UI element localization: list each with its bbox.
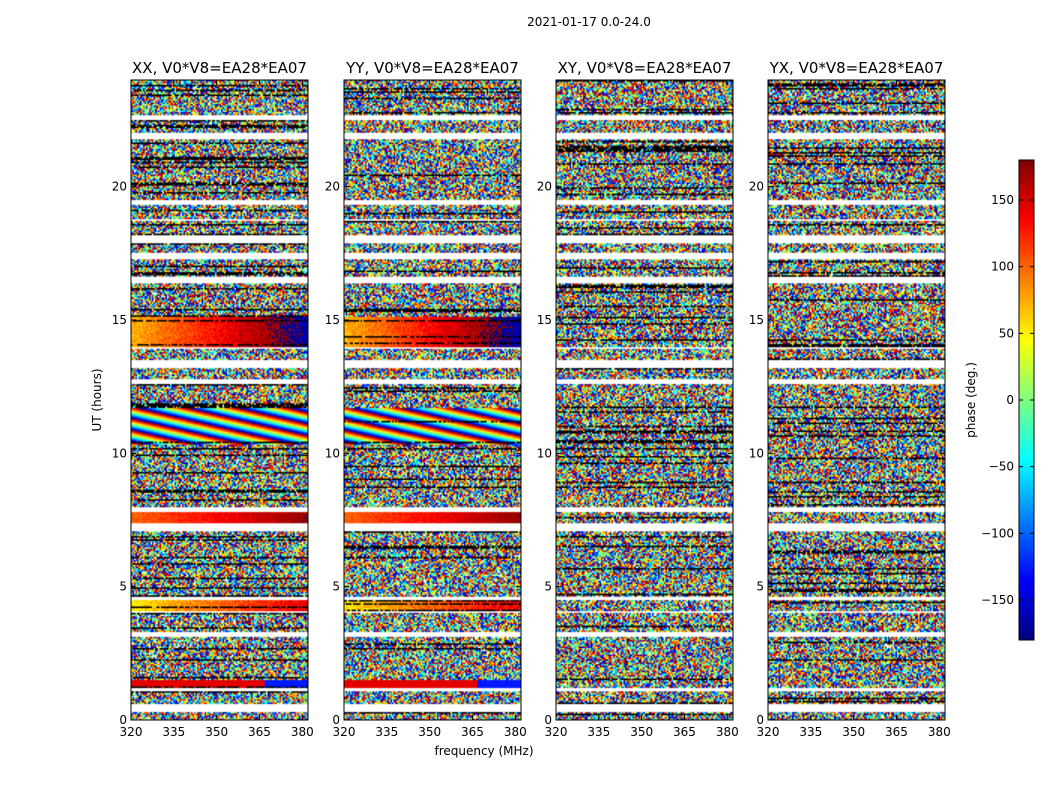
y-tick-label: 20	[749, 180, 764, 194]
x-axis-label: frequency (MHz)	[434, 744, 533, 758]
x-tick-label: 335	[799, 725, 822, 739]
heatmap-xx	[131, 80, 308, 720]
y-tick-label: 10	[537, 446, 552, 460]
y-tick-label: 15	[112, 313, 127, 327]
y-tick-label: 0	[544, 713, 552, 727]
panel-frame	[343, 79, 522, 721]
colorbar-tick-label: 0	[1006, 393, 1014, 407]
x-tick-label: 365	[885, 725, 908, 739]
figure-suptitle: 2021-01-17 0.0-24.0	[527, 15, 651, 29]
y-tick-label: 15	[749, 313, 764, 327]
y-tick-label: 20	[112, 180, 127, 194]
x-tick-label: 350	[205, 725, 228, 739]
panel-yy: YY, V0*V8=EA28*EA07 320 335 350 365 380 0 5 10 15…	[325, 59, 527, 739]
x-tick-label: 320	[757, 725, 780, 739]
colorbar-tick-label: 150	[991, 193, 1014, 207]
y-tick-label: 5	[544, 580, 552, 594]
y-tick-label: 0	[332, 713, 340, 727]
panel-xx: XX, V0*V8=EA28*EA07 320 335 350 365 380 0 5 10 15…	[112, 59, 314, 739]
y-tick-label: 0	[119, 713, 127, 727]
panel-frame	[130, 79, 309, 721]
heatmap-xy	[556, 80, 733, 720]
x-tick-label: 380	[504, 725, 527, 739]
panel-title: YX, V0*V8=EA28*EA07	[769, 59, 944, 77]
colorbar-label: phase (deg.)	[964, 362, 978, 438]
panel-title: YY, V0*V8=EA28*EA07	[345, 59, 519, 77]
y-axis-label: UT (hours)	[90, 368, 104, 431]
y-tick-label: 10	[749, 446, 764, 460]
panel-group: XX, V0*V8=EA28*EA07 320 335 350 365 380 0 5 10 15…	[112, 59, 951, 739]
colorbar-ticks: −150 −100 −50 0 50 100 150	[981, 193, 1034, 607]
x-tick-label: 365	[248, 725, 271, 739]
y-tick-label: 20	[325, 180, 340, 194]
colorbar-tick-label: −100	[981, 526, 1014, 540]
x-tick-label: 320	[333, 725, 356, 739]
panel-yx: YX, V0*V8=EA28*EA07 320 335 350 365 380 0 5 10 15…	[749, 59, 951, 739]
panel-frame	[555, 79, 734, 721]
heatmap-yx	[768, 80, 945, 720]
panel-title: XX, V0*V8=EA28*EA07	[132, 59, 307, 77]
y-tick-label: 5	[756, 580, 764, 594]
x-tick-label: 335	[587, 725, 610, 739]
x-tick-label: 380	[928, 725, 951, 739]
y-tick-label: 5	[332, 580, 340, 594]
x-tick-label: 365	[461, 725, 484, 739]
x-tick-label: 335	[162, 725, 185, 739]
y-tick-label: 5	[119, 580, 127, 594]
y-tick-label: 15	[537, 313, 552, 327]
x-tick-label: 350	[630, 725, 653, 739]
y-tick-label: 10	[325, 446, 340, 460]
y-tick-label: 15	[325, 313, 340, 327]
colorbar-tick-label: 100	[991, 260, 1014, 274]
panel-title: XY, V0*V8=EA28*EA07	[558, 59, 732, 77]
heatmap-yy	[344, 80, 521, 720]
x-tick-label: 320	[120, 725, 143, 739]
colorbar-tick-label: −50	[989, 460, 1014, 474]
x-tick-label: 335	[375, 725, 398, 739]
x-tick-label: 350	[842, 725, 865, 739]
y-tick-label: 20	[537, 180, 552, 194]
colorbar-tick-label: −150	[981, 593, 1014, 607]
colorbar-tick-label: 50	[999, 326, 1014, 340]
y-tick-label: 10	[112, 446, 127, 460]
x-tick-label: 380	[291, 725, 314, 739]
x-tick-label: 380	[716, 725, 739, 739]
x-tick-label: 365	[673, 725, 696, 739]
x-tick-label: 350	[418, 725, 441, 739]
y-tick-label: 0	[756, 713, 764, 727]
panel-frame	[767, 79, 946, 721]
x-tick-label: 320	[545, 725, 568, 739]
panel-xy: XY, V0*V8=EA28*EA07 320 335 350 365 380 0 5 10 15…	[537, 59, 739, 739]
colorbar: −150 −100 −50 0 50 100 150 phase (deg.)	[964, 159, 1035, 641]
